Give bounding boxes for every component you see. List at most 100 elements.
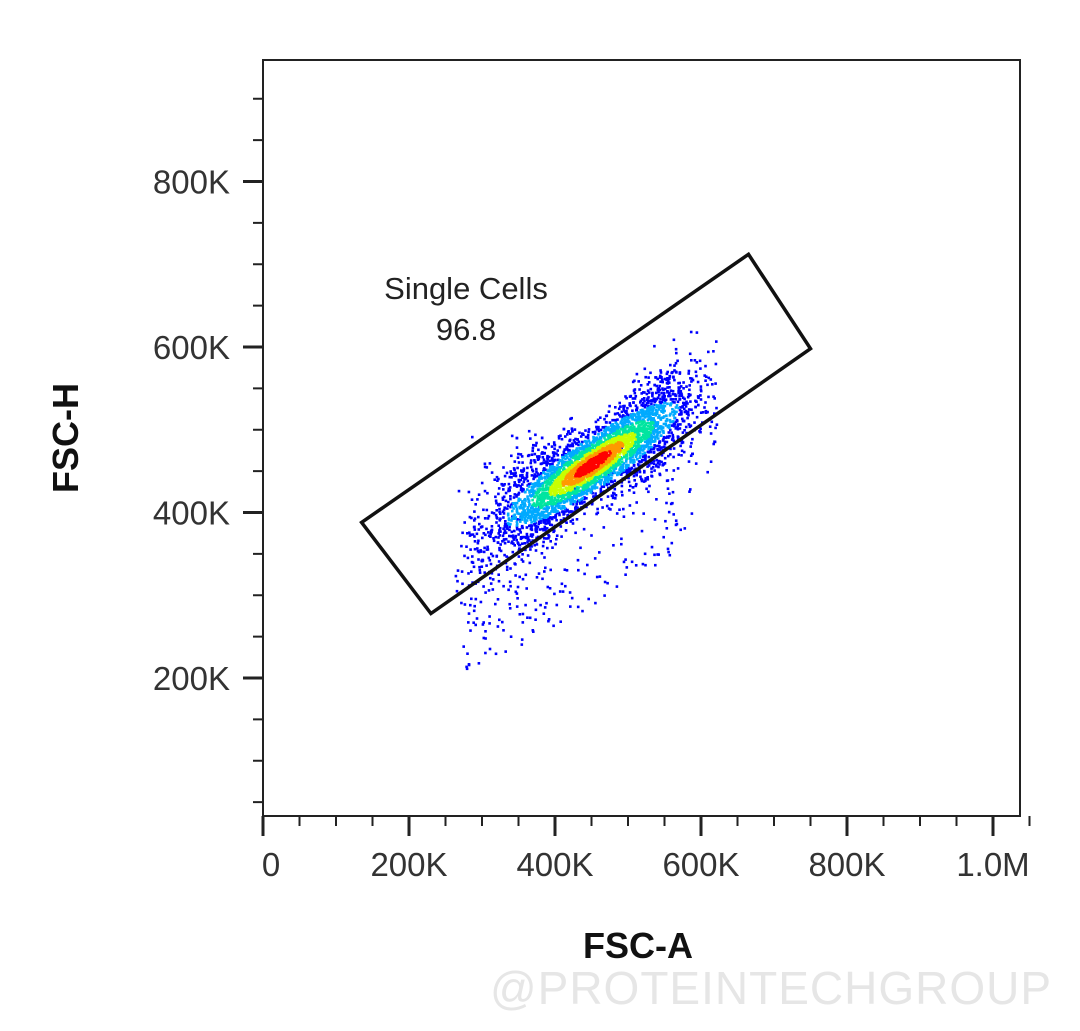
event-dot [652, 446, 656, 450]
event-dot [682, 381, 685, 384]
event-dot [543, 445, 546, 449]
event-dot [565, 463, 569, 466]
event-dot [641, 449, 645, 452]
event-dot [551, 489, 554, 492]
event-dot [485, 466, 489, 469]
event-dot [609, 469, 613, 472]
event-dot [568, 488, 571, 492]
event-dot [563, 568, 567, 571]
event-dot [499, 549, 503, 553]
event-dot [642, 512, 645, 515]
event-dot [498, 546, 501, 550]
event-dot [624, 434, 627, 438]
event-dot [504, 520, 507, 523]
event-dot [646, 421, 650, 425]
event-dot [526, 554, 530, 557]
event-dot [681, 419, 685, 423]
event-dot [699, 427, 702, 431]
event-dot [635, 372, 639, 376]
event-dot [679, 406, 682, 409]
event-dot [629, 444, 632, 447]
event-dot [483, 571, 486, 574]
event-dot [555, 452, 558, 455]
event-dot [610, 446, 614, 450]
event-dot [488, 615, 491, 618]
event-dot [655, 412, 658, 415]
event-dot [646, 399, 650, 403]
event-dot [503, 474, 507, 478]
event-dot [504, 537, 508, 541]
event-dot [521, 473, 524, 477]
event-dot [626, 425, 629, 429]
event-dot [619, 405, 622, 408]
event-dot [622, 417, 626, 421]
event-dot [625, 468, 628, 472]
event-dot [582, 490, 586, 494]
event-dot [631, 397, 635, 400]
event-dot [553, 592, 556, 596]
event-dot [515, 485, 519, 488]
event-dot [683, 407, 686, 411]
event-dot [628, 402, 632, 405]
event-dot [543, 514, 547, 517]
event-dot [585, 497, 588, 500]
event-dot [544, 486, 548, 490]
event-dot [679, 389, 683, 393]
event-dot [555, 603, 559, 607]
event-dot [653, 421, 657, 424]
event-dot [593, 557, 597, 560]
event-dot [658, 431, 662, 434]
event-dot [681, 406, 684, 409]
event-dot [544, 472, 547, 475]
event-dot [638, 449, 642, 452]
event-dot [564, 435, 567, 438]
event-dot [631, 380, 635, 384]
event-dot [521, 461, 524, 464]
event-dot [517, 480, 521, 484]
event-dot [634, 484, 638, 488]
single-cells-gate[interactable] [359, 251, 813, 616]
event-dot [515, 520, 519, 524]
event-dot [477, 515, 480, 519]
event-dot [550, 445, 554, 448]
event-dot [645, 487, 648, 491]
event-dot [626, 440, 630, 443]
event-dot [502, 584, 505, 588]
event-dot [553, 476, 556, 479]
event-dot [509, 495, 512, 498]
event-dot [470, 570, 473, 573]
event-dot [504, 491, 508, 495]
event-dot [470, 498, 474, 501]
event-dot [656, 396, 660, 400]
event-dot [526, 507, 529, 511]
event-dot [559, 525, 563, 528]
event-dot [507, 482, 511, 486]
event-dot [559, 459, 562, 463]
event-dot [513, 460, 517, 463]
event-dot [690, 359, 693, 362]
event-dot [513, 562, 516, 565]
event-dot [584, 491, 588, 495]
event-dot [545, 504, 548, 507]
event-dot [536, 497, 540, 500]
event-dot [679, 385, 683, 388]
event-dot [501, 540, 504, 543]
event-dot [660, 428, 663, 431]
event-dot [537, 498, 541, 502]
event-dot [628, 451, 632, 455]
event-dot [668, 381, 671, 385]
event-dot [516, 466, 519, 470]
event-dot [668, 386, 671, 389]
event-dot [523, 520, 527, 523]
event-dot [672, 469, 676, 472]
event-dot [542, 519, 546, 522]
event-dot [526, 538, 530, 541]
event-dot [494, 535, 498, 539]
event-dot [679, 423, 682, 426]
event-dot [514, 516, 518, 519]
event-dot [534, 549, 538, 552]
event-dot [533, 473, 536, 476]
event-dot [575, 502, 578, 506]
event-dot [592, 435, 595, 439]
event-dot [570, 416, 573, 420]
